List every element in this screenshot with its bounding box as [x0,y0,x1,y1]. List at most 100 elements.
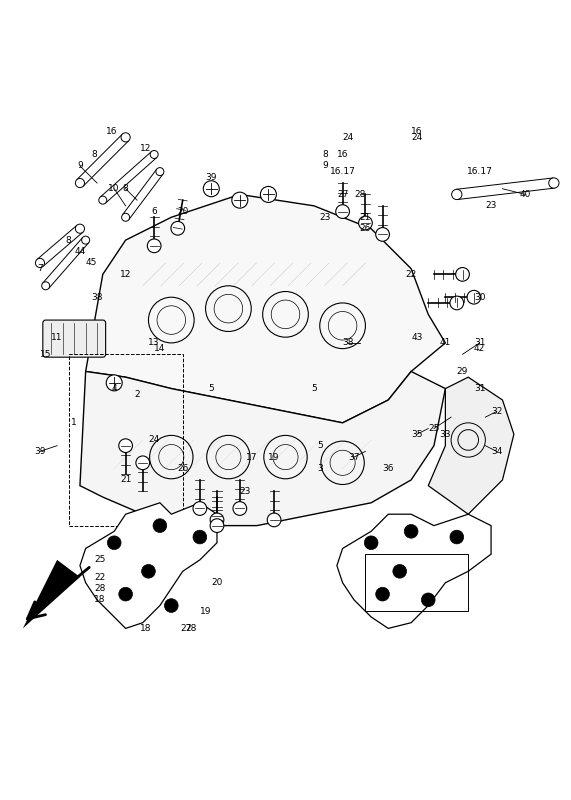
Text: 6: 6 [151,207,157,216]
Text: 44: 44 [74,247,86,256]
Text: 32: 32 [491,407,502,416]
Text: 13: 13 [148,338,160,347]
Polygon shape [100,151,157,203]
Text: 28: 28 [94,584,106,593]
Bar [69,354,183,526]
Polygon shape [37,226,83,266]
Circle shape [467,290,481,304]
Circle shape [153,518,167,533]
Text: 3: 3 [317,464,323,473]
Text: 43: 43 [411,333,423,342]
Polygon shape [23,560,80,629]
Text: 28: 28 [354,190,365,199]
Circle shape [452,190,462,199]
Text: 24: 24 [148,435,160,445]
Text: 8: 8 [66,236,71,245]
Polygon shape [77,134,129,186]
Text: 42: 42 [474,344,485,353]
Text: 5: 5 [208,384,214,393]
Text: 5: 5 [311,384,317,393]
Polygon shape [428,377,514,514]
Text: 8: 8 [123,184,128,194]
Bar [365,554,468,611]
Text: 41: 41 [440,338,451,347]
Polygon shape [43,238,89,289]
Text: 2: 2 [134,390,140,398]
Text: 23: 23 [485,202,497,210]
Text: 27: 27 [180,624,191,633]
Text: 16: 16 [411,127,423,136]
Text: 11: 11 [51,333,63,342]
Circle shape [336,205,349,218]
Polygon shape [337,514,491,629]
Text: 33: 33 [440,430,451,438]
Text: 45: 45 [86,258,97,267]
Circle shape [150,150,158,158]
Text: 20: 20 [211,578,223,587]
Circle shape [119,587,132,601]
Circle shape [107,536,121,550]
Circle shape [456,267,469,282]
Text: 10: 10 [108,184,120,194]
Circle shape [393,565,407,578]
Text: 4: 4 [111,384,117,393]
Circle shape [119,439,132,453]
Text: 38: 38 [91,293,103,302]
Circle shape [171,222,184,235]
Circle shape [364,536,378,550]
Circle shape [122,214,130,222]
Circle shape [376,227,389,242]
Circle shape [450,530,464,544]
Polygon shape [86,194,445,423]
Text: 34: 34 [491,447,502,456]
Circle shape [404,525,418,538]
Polygon shape [456,178,554,199]
Text: 37: 37 [348,453,360,462]
Text: 22: 22 [94,573,106,582]
Text: 28: 28 [186,624,197,633]
Text: 19: 19 [200,606,211,616]
Circle shape [121,133,130,142]
Circle shape [210,513,224,526]
Circle shape [421,593,435,606]
Text: 15: 15 [40,350,51,359]
Circle shape [75,224,85,234]
Circle shape [267,513,281,526]
Text: 26: 26 [360,224,371,234]
Text: 26: 26 [177,464,188,473]
Circle shape [106,375,122,391]
Text: 27: 27 [337,190,348,199]
Text: 16: 16 [337,150,348,159]
Circle shape [232,192,248,208]
Text: 25: 25 [94,555,106,564]
Text: 39: 39 [34,447,46,456]
Circle shape [82,236,90,244]
Circle shape [156,168,164,175]
Text: 31: 31 [474,384,485,393]
Text: 16: 16 [106,127,117,136]
Circle shape [359,216,372,230]
Text: 40: 40 [520,190,531,199]
Text: 24: 24 [343,133,354,142]
Text: 5: 5 [317,441,323,450]
Circle shape [193,530,207,544]
Circle shape [233,502,247,515]
Text: 21: 21 [360,213,371,222]
Circle shape [142,565,155,578]
Text: 20: 20 [177,207,188,216]
Circle shape [136,456,150,470]
Circle shape [164,598,178,613]
Text: partes4motos: partes4motos [86,325,314,452]
Text: 25: 25 [428,424,440,433]
Text: 38: 38 [343,338,354,347]
Text: 14: 14 [154,344,166,353]
Text: 21: 21 [120,475,131,485]
Circle shape [147,239,161,253]
Polygon shape [122,170,163,220]
Text: 30: 30 [474,293,485,302]
Circle shape [210,518,224,533]
Circle shape [376,587,389,601]
Circle shape [450,296,464,310]
Text: 23: 23 [240,487,251,496]
FancyBboxPatch shape [43,320,106,357]
